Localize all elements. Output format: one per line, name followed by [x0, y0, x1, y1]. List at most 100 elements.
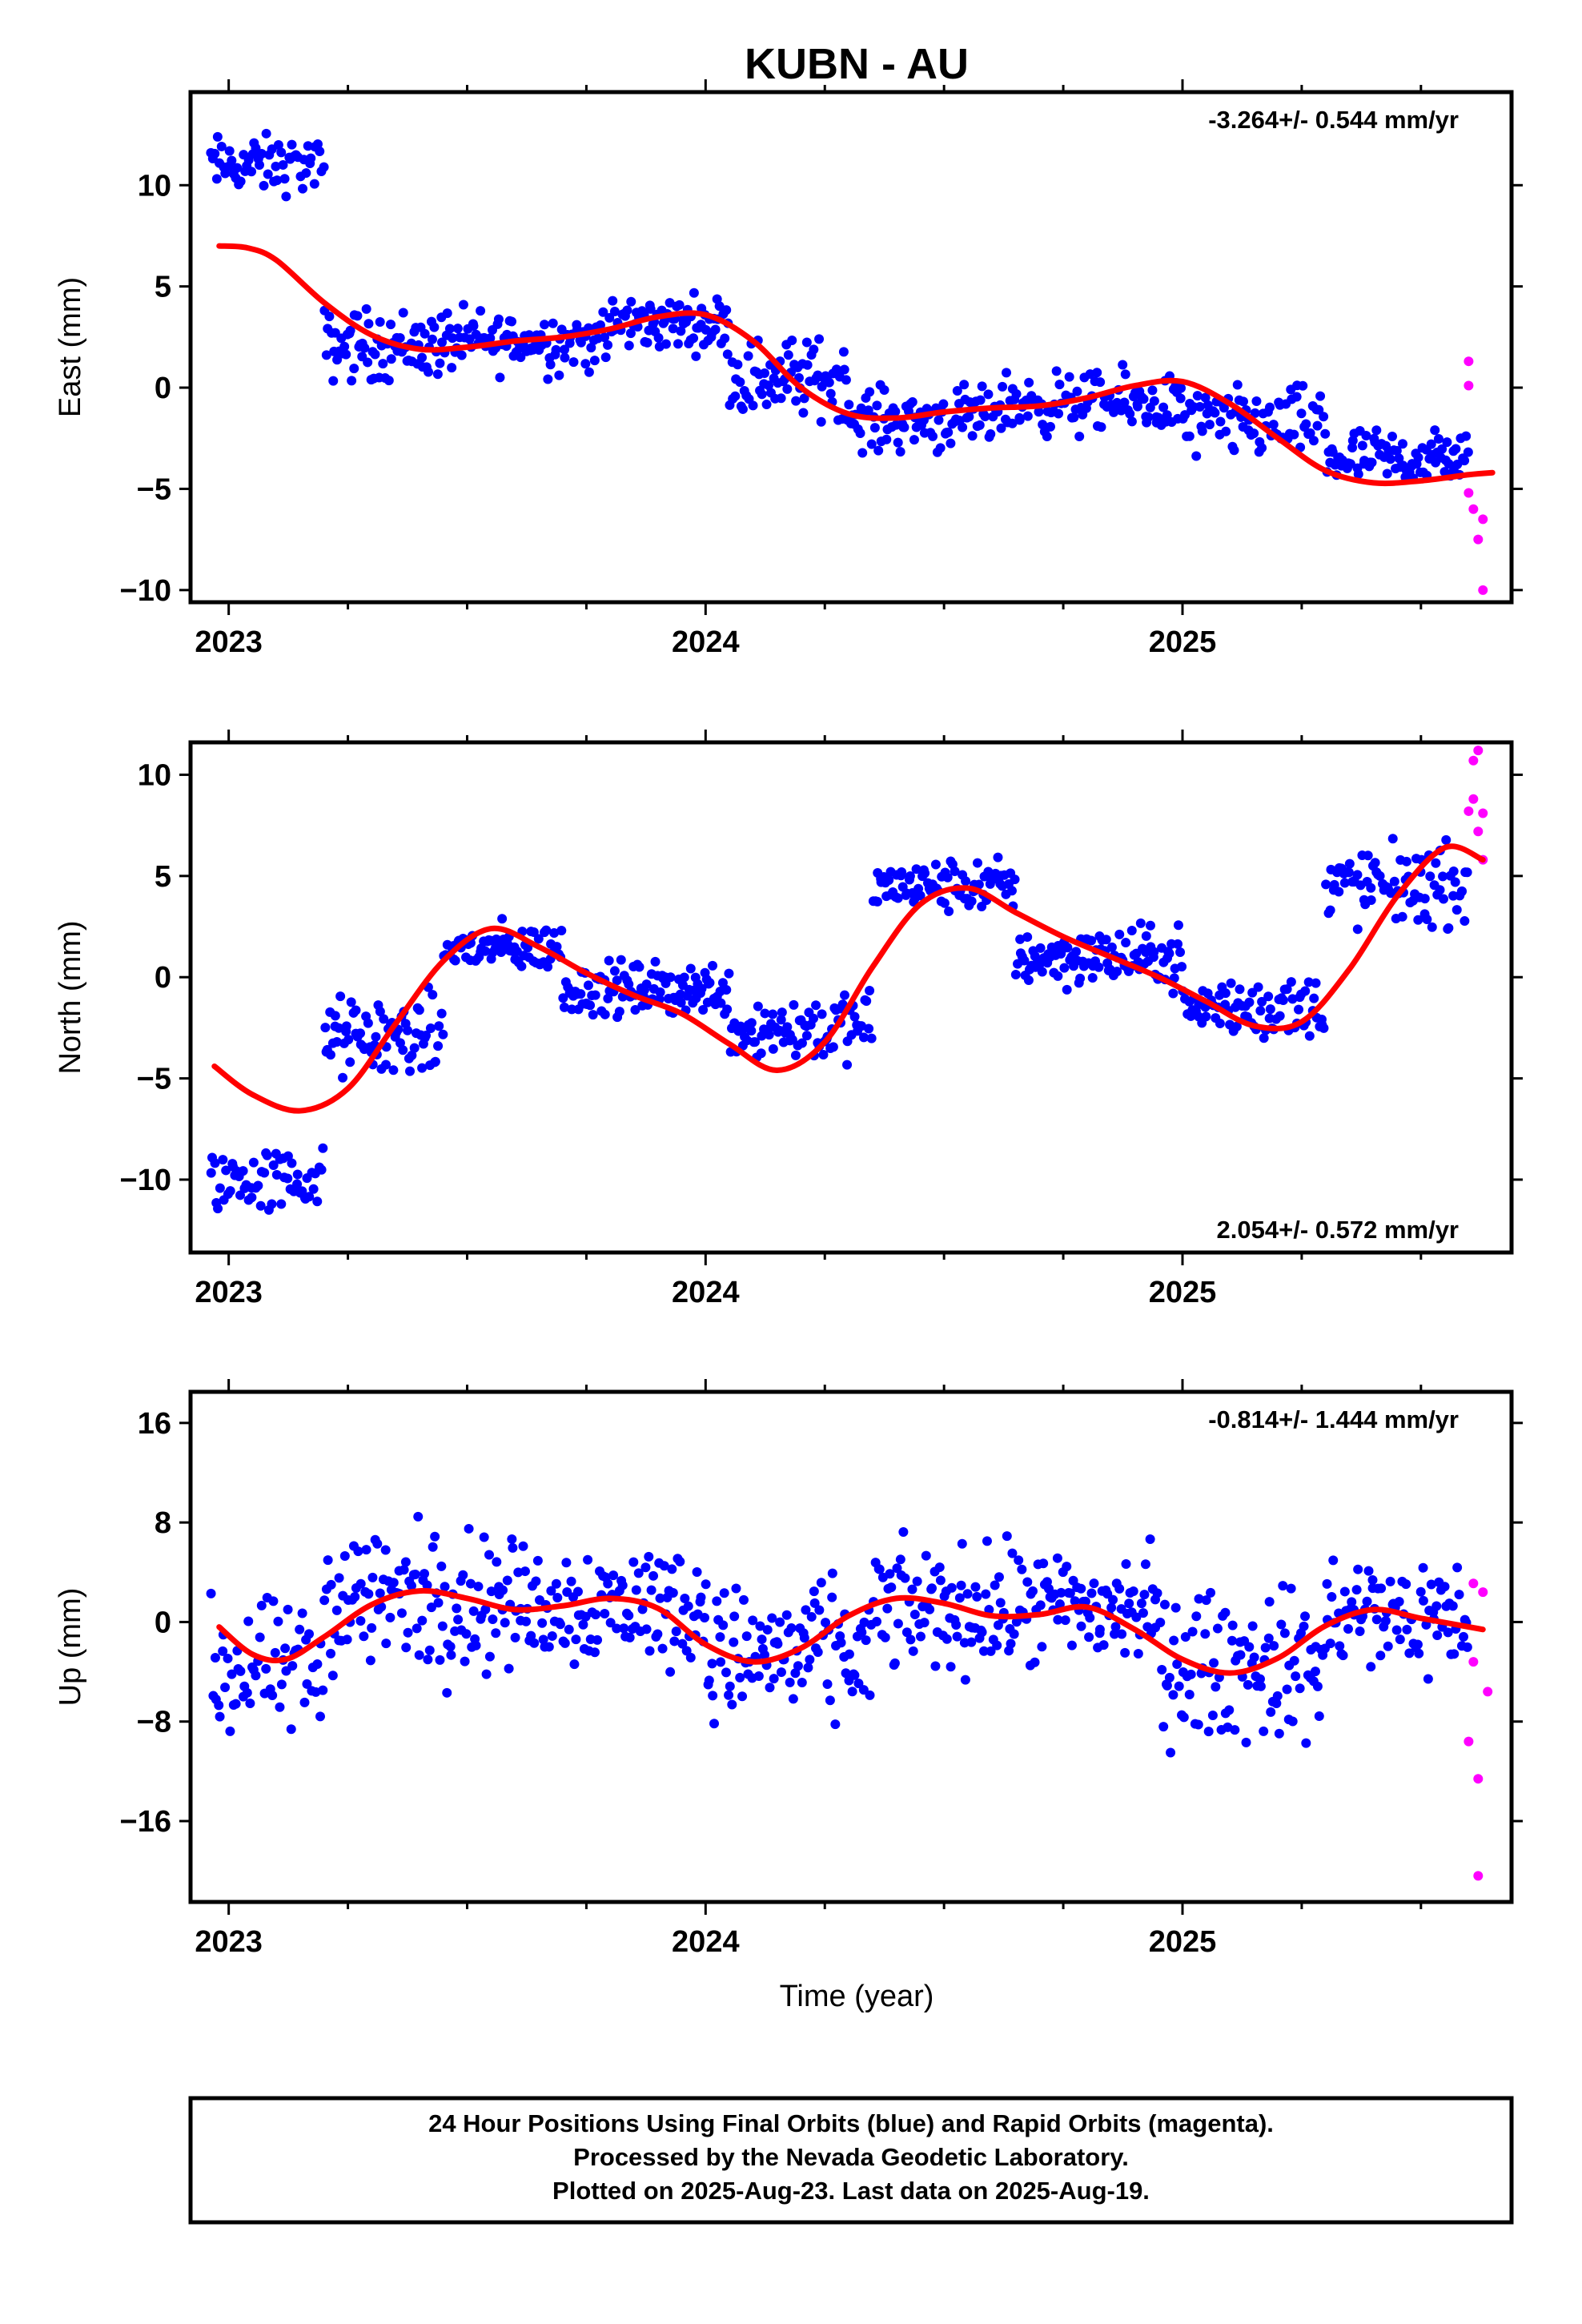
- east-final-point: [485, 333, 496, 344]
- up-final-point: [1062, 1562, 1072, 1572]
- up-final-point: [583, 1554, 593, 1565]
- up-final-point: [551, 1578, 561, 1589]
- up-final-point: [1458, 1631, 1468, 1642]
- up-final-point: [225, 1726, 235, 1736]
- up-final-point: [435, 1655, 445, 1665]
- east-final-point: [598, 307, 608, 317]
- east-final-point: [1132, 401, 1142, 412]
- north-final-point: [872, 896, 882, 907]
- east-final-point: [1119, 397, 1130, 408]
- north-final-point: [1215, 1019, 1225, 1029]
- up-final-point: [1065, 1588, 1075, 1598]
- up-final-point: [600, 1609, 610, 1619]
- up-final-point: [302, 1679, 312, 1689]
- east-final-point: [838, 347, 849, 357]
- east-final-point: [263, 169, 273, 179]
- north-final-point: [1259, 1033, 1269, 1043]
- east-final-point: [600, 332, 610, 343]
- up-final-point: [473, 1582, 484, 1592]
- east-final-point: [1391, 445, 1402, 456]
- up-final-point: [464, 1523, 474, 1534]
- up-final-point: [339, 1550, 350, 1561]
- up-final-point: [1138, 1608, 1148, 1618]
- up-final-point: [1391, 1625, 1402, 1635]
- north-final-point: [1294, 1004, 1304, 1015]
- up-final-point: [491, 1628, 501, 1638]
- up-rate-label: -0.814+/- 1.444 mm/yr: [1208, 1405, 1459, 1433]
- east-final-point: [444, 324, 455, 334]
- east-final-point: [1002, 368, 1012, 378]
- north-final-point: [434, 1021, 444, 1031]
- north-final-point: [325, 1050, 335, 1060]
- north-final-point: [961, 876, 971, 887]
- up-panel: −16 −8 0 8 16 2023 2024 2025 Up (mm) -0.814+/- 1.…: [54, 1379, 1523, 1959]
- east-final-point: [1143, 412, 1154, 422]
- up-final-point: [640, 1562, 651, 1573]
- east-x-tick-label: 2023: [195, 625, 263, 659]
- north-y-tick-label: −5: [137, 1063, 171, 1096]
- up-final-point: [1035, 1600, 1046, 1610]
- north-final-point: [746, 1018, 757, 1028]
- north-final-point: [1439, 894, 1449, 904]
- up-final-point: [825, 1695, 835, 1706]
- up-final-point: [1415, 1586, 1426, 1597]
- east-final-point: [1451, 444, 1461, 454]
- east-final-point: [1175, 383, 1186, 393]
- up-final-point: [1084, 1632, 1094, 1642]
- up-final-point: [420, 1569, 430, 1579]
- east-final-point: [814, 334, 825, 344]
- east-final-point: [1007, 418, 1018, 428]
- up-y-tick-label: 0: [155, 1606, 171, 1639]
- up-final-point: [433, 1598, 444, 1608]
- north-final-point: [817, 1009, 827, 1019]
- up-final-point: [1432, 1630, 1443, 1641]
- north-final-point: [1037, 967, 1047, 977]
- north-final-point: [950, 866, 960, 876]
- up-final-point: [773, 1638, 783, 1649]
- up-final-point: [1052, 1553, 1062, 1563]
- up-final-point: [847, 1687, 857, 1697]
- east-final-point: [909, 435, 919, 445]
- up-final-point: [1211, 1682, 1221, 1692]
- up-final-point: [1085, 1613, 1095, 1623]
- north-final-point: [1022, 932, 1033, 943]
- north-final-point: [316, 1164, 327, 1175]
- east-final-point: [608, 296, 618, 306]
- up-final-point: [885, 1569, 895, 1579]
- up-final-point: [1110, 1622, 1121, 1632]
- north-final-point: [218, 1155, 228, 1165]
- footer-box: 24 Hour Positions Using Final Orbits (bl…: [188, 2096, 1514, 2225]
- up-final-point: [1287, 1716, 1298, 1727]
- up-final-point: [365, 1655, 375, 1666]
- east-final-point: [791, 396, 801, 406]
- east-final-point: [759, 368, 769, 378]
- north-final-point: [1366, 883, 1376, 893]
- east-final-point: [1314, 404, 1324, 415]
- east-rapid-point: [1478, 514, 1488, 525]
- up-final-point: [1314, 1711, 1324, 1721]
- up-final-point: [738, 1594, 749, 1605]
- east-rate-label: -3.264+/- 0.544 mm/yr: [1208, 106, 1459, 134]
- north-final-point: [911, 864, 921, 875]
- up-final-point: [445, 1642, 456, 1652]
- north-final-point: [865, 986, 875, 996]
- east-final-point: [349, 364, 359, 374]
- up-final-point: [1203, 1727, 1214, 1737]
- up-final-point: [908, 1646, 918, 1656]
- east-final-point: [448, 333, 458, 344]
- north-final-point: [920, 868, 930, 879]
- north-final-point: [308, 1184, 319, 1194]
- up-final-point: [318, 1685, 328, 1695]
- up-final-point: [1343, 1624, 1353, 1634]
- east-final-point: [1296, 408, 1307, 419]
- up-final-point: [624, 1632, 635, 1642]
- up-final-point: [1206, 1587, 1216, 1598]
- up-final-point: [982, 1536, 992, 1546]
- up-final-point: [951, 1619, 962, 1630]
- up-final-point: [753, 1671, 764, 1681]
- up-final-point: [268, 1596, 279, 1606]
- north-final-point: [331, 1036, 342, 1047]
- north-final-point: [1010, 970, 1021, 980]
- up-final-point: [1395, 1634, 1405, 1645]
- north-rapid-point: [1473, 746, 1484, 756]
